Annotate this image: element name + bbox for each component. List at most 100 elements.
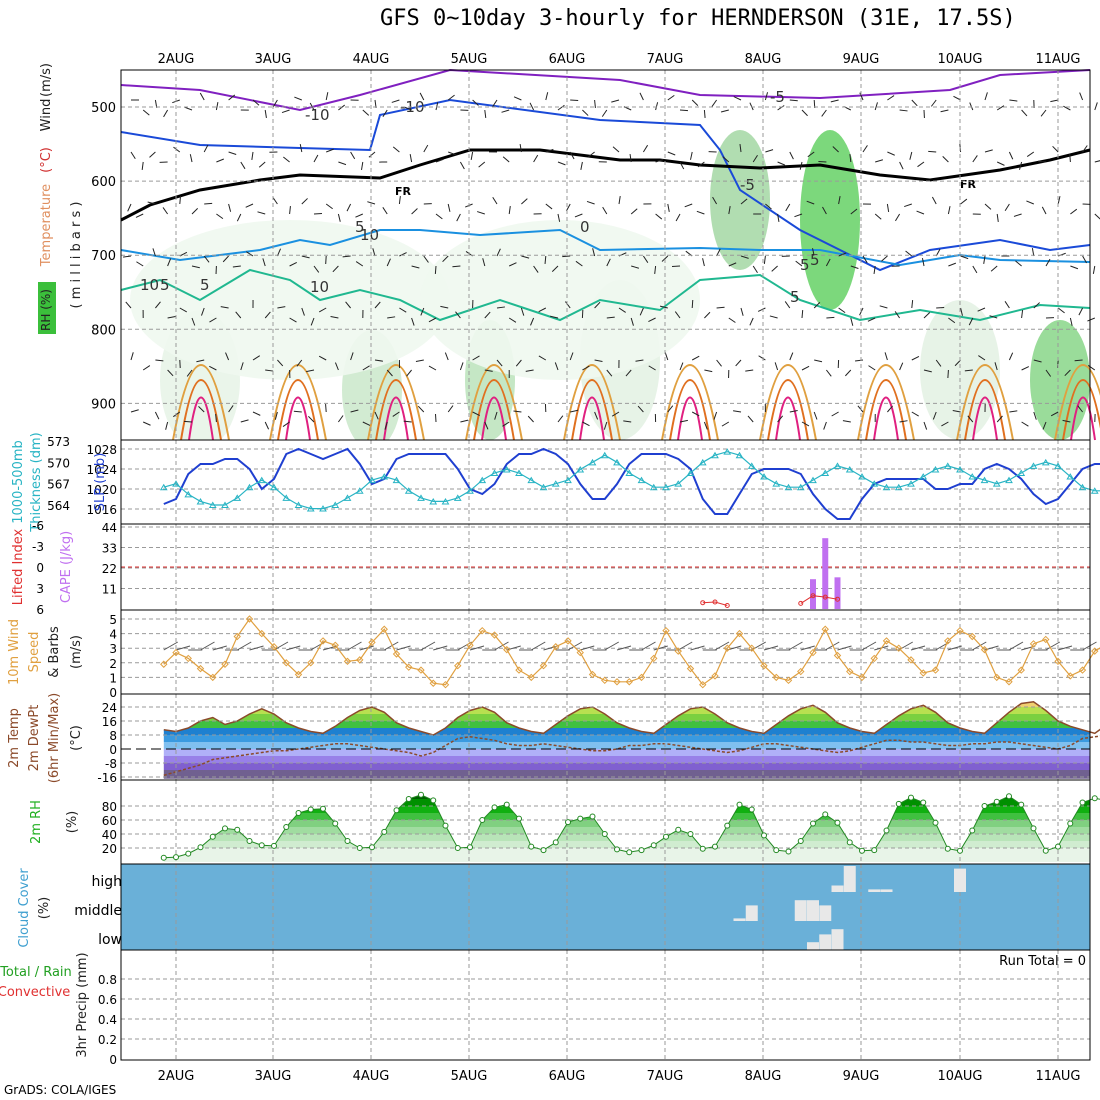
thickness-marker bbox=[331, 501, 340, 508]
wind-barb bbox=[703, 421, 708, 430]
wind-barb bbox=[801, 421, 810, 427]
minmax-label: (6hr Min/Max) bbox=[47, 693, 62, 783]
wind-barb bbox=[392, 411, 400, 417]
wind-barb bbox=[784, 301, 791, 309]
wind-barb bbox=[167, 258, 172, 267]
thickness-marker bbox=[1078, 483, 1087, 491]
wind-barb bbox=[813, 302, 821, 309]
li-tick: 3 bbox=[36, 582, 44, 596]
wind-barb bbox=[629, 154, 632, 163]
li-marker bbox=[822, 594, 828, 600]
wind-barb bbox=[777, 213, 780, 222]
wind-barb bbox=[355, 213, 363, 218]
rh-marker bbox=[650, 842, 657, 849]
warm-loop bbox=[465, 364, 523, 441]
temp-unit-label: (°C) bbox=[39, 147, 54, 173]
isotherm bbox=[120, 98, 1091, 272]
contour-label: 5 bbox=[355, 218, 365, 236]
wind-barb bbox=[163, 109, 169, 118]
wind-barb bbox=[623, 420, 632, 423]
wind-barb bbox=[1063, 105, 1071, 111]
cloud-bar bbox=[807, 900, 819, 921]
wind-barb bbox=[612, 146, 620, 153]
wind-barb bbox=[941, 421, 949, 427]
wind-speed-marker bbox=[674, 647, 682, 655]
wind-speed-marker bbox=[356, 656, 364, 664]
wind-barb bbox=[618, 196, 621, 205]
wind-barb bbox=[984, 149, 993, 153]
warm-loop bbox=[571, 379, 613, 441]
wind-barb bbox=[894, 311, 901, 319]
wind-barb bbox=[648, 365, 656, 371]
thickness-marker bbox=[380, 473, 389, 480]
wind-barb bbox=[545, 148, 554, 153]
thickness-marker bbox=[760, 473, 768, 480]
wind-barb bbox=[492, 99, 498, 107]
surface-barb bbox=[200, 641, 215, 651]
thickness-marker bbox=[184, 490, 193, 498]
thickness-marker bbox=[613, 458, 621, 466]
wind-barb bbox=[721, 421, 730, 427]
rh-marker bbox=[773, 847, 780, 854]
rh-marker bbox=[332, 820, 339, 827]
thickness-marker bbox=[368, 476, 376, 484]
wind-barb bbox=[1008, 352, 1014, 361]
wind-barb bbox=[831, 411, 839, 417]
contour-label: 10 bbox=[140, 276, 159, 294]
wind-barb bbox=[456, 213, 461, 222]
wind-barb bbox=[984, 203, 992, 210]
lifted-index-label: Lifted Index bbox=[11, 528, 26, 605]
wind-barb bbox=[262, 258, 266, 267]
surface-barb bbox=[861, 641, 877, 651]
wind-barb bbox=[1021, 366, 1030, 371]
wind-barb bbox=[282, 421, 290, 427]
wind-speed-marker bbox=[282, 659, 290, 667]
wind-barb bbox=[996, 415, 1003, 423]
barbs-label: & Barbs bbox=[47, 626, 62, 678]
wind-speed-marker bbox=[552, 643, 560, 651]
wind-barb bbox=[529, 102, 535, 111]
wind-speed-marker bbox=[1091, 647, 1099, 655]
slp-tick: 1016 bbox=[86, 503, 117, 517]
wind-barb bbox=[184, 106, 193, 111]
wind-barb bbox=[550, 315, 559, 319]
surface-barb bbox=[531, 641, 546, 651]
wind-speed-marker bbox=[539, 662, 548, 670]
wind-barb bbox=[935, 359, 942, 367]
contour-label: FR bbox=[960, 178, 977, 191]
contour-label: 0 bbox=[580, 218, 590, 236]
wind-barb bbox=[434, 265, 437, 275]
thickness-marker bbox=[576, 465, 585, 473]
temp-tick: 16 bbox=[102, 715, 117, 729]
wind-barb bbox=[460, 419, 469, 423]
wind-speed-marker bbox=[662, 626, 670, 635]
thickness-marker bbox=[894, 483, 903, 491]
wind-speed-marker bbox=[245, 615, 254, 623]
thickness-marker bbox=[980, 476, 989, 484]
wind-speed-marker bbox=[895, 644, 903, 652]
date-label-top: 7AUG bbox=[647, 52, 684, 67]
wind-barb bbox=[655, 102, 659, 111]
temp-band bbox=[163, 742, 1090, 749]
wind-barb bbox=[1077, 405, 1083, 413]
wind-barb bbox=[635, 359, 644, 362]
wind-speed-marker bbox=[576, 648, 584, 657]
wind-barb bbox=[459, 362, 464, 371]
precip-tick: 0.8 bbox=[98, 973, 117, 987]
wind-barb bbox=[789, 410, 798, 413]
wind-barb bbox=[947, 206, 951, 215]
li-line bbox=[800, 595, 838, 604]
surface-barb bbox=[273, 641, 289, 651]
wind-barb bbox=[601, 109, 608, 117]
wind-barb bbox=[313, 265, 320, 273]
wind-barb bbox=[679, 419, 688, 423]
warm-loop bbox=[1054, 364, 1100, 441]
wind-barb bbox=[740, 198, 748, 205]
wind-barb bbox=[774, 362, 779, 371]
wind-barb bbox=[374, 359, 383, 362]
wind-barb bbox=[520, 307, 525, 316]
precip-tick: 0.2 bbox=[98, 1033, 117, 1047]
thickness-unit-label: Thickness (dm) bbox=[29, 432, 44, 532]
wind-speed-marker bbox=[613, 678, 621, 686]
wind-barb bbox=[667, 405, 674, 413]
